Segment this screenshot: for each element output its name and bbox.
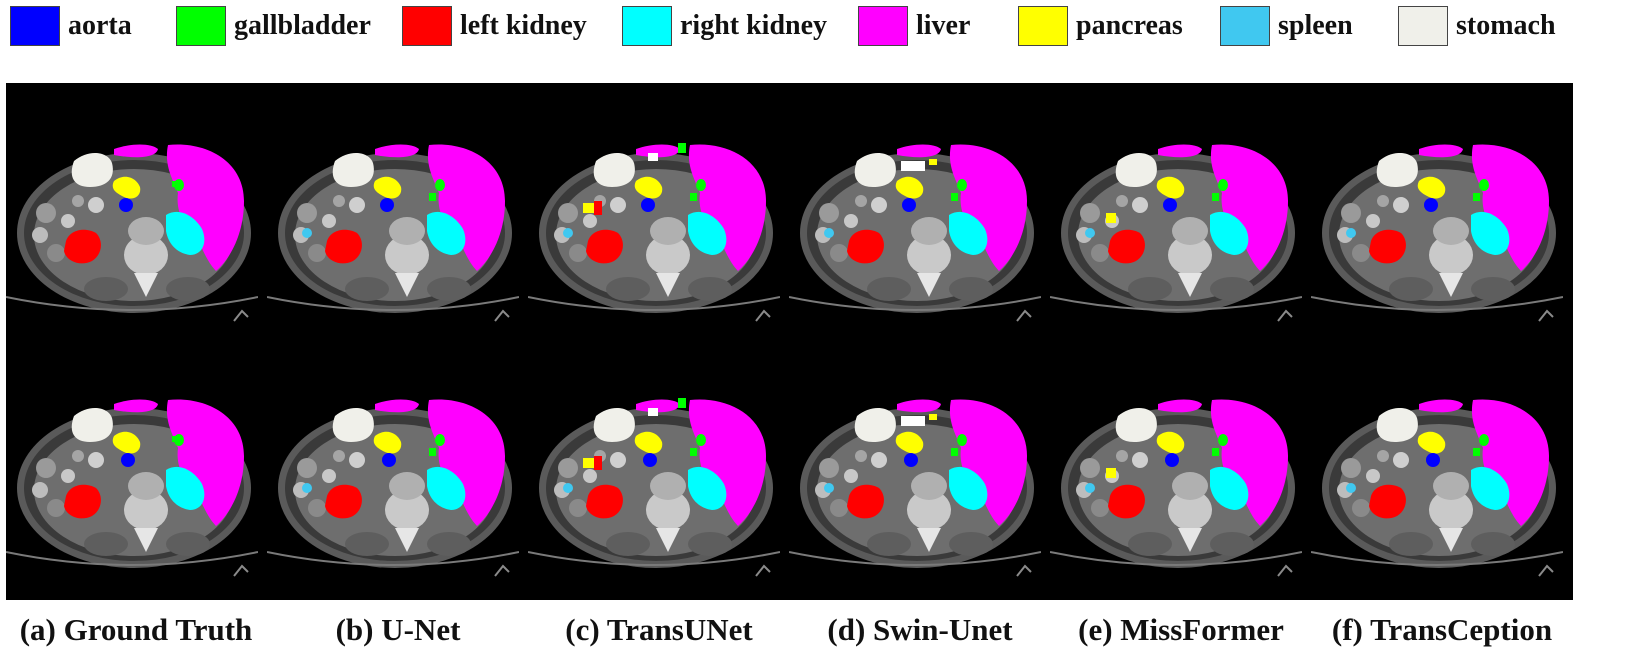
ct-slice-image <box>6 83 258 335</box>
ct-panel-row1-col1 <box>6 83 268 345</box>
ct-slice-image <box>528 338 780 590</box>
ct-slice-image <box>1050 83 1302 335</box>
ct-panel-row1-col4 <box>789 83 1051 345</box>
legend-swatch <box>622 6 672 46</box>
legend-swatch <box>10 6 60 46</box>
ct-panel-row1-col6 <box>1311 83 1573 345</box>
legend: aorta gallbladder left kidney right kidn… <box>0 0 1629 60</box>
legend-label: gallbladder <box>234 10 371 41</box>
caption-transception: (f) TransCeption <box>1331 612 1553 647</box>
legend-swatch <box>1398 6 1448 46</box>
ct-slice-image <box>789 83 1041 335</box>
ct-slice-image <box>267 83 519 335</box>
legend-swatch <box>858 6 908 46</box>
ct-slice-image <box>6 338 258 590</box>
legend-swatch <box>1018 6 1068 46</box>
ct-slice-image <box>267 338 519 590</box>
legend-item-right-kidney: right kidney <box>622 4 827 48</box>
legend-label: left kidney <box>460 10 587 41</box>
ct-panel-row2-col2 <box>267 338 529 600</box>
captions: (a) Ground Truth (b) U-Net (c) TransUNet… <box>0 612 1629 660</box>
ct-panel-row2-col3 <box>528 338 790 600</box>
legend-item-stomach: stomach <box>1398 4 1556 48</box>
legend-label: liver <box>916 10 971 41</box>
caption-swin-unet: (d) Swin-Unet <box>827 612 1013 647</box>
ct-panel-row1-col3 <box>528 83 790 345</box>
legend-item-left-kidney: left kidney <box>402 4 587 48</box>
ct-panel-row1-col5 <box>1050 83 1312 345</box>
ct-panel-row2-col6 <box>1311 338 1573 600</box>
caption-missformer: (e) MissFormer <box>1078 612 1284 647</box>
legend-label: spleen <box>1278 10 1353 41</box>
legend-label: stomach <box>1456 10 1556 41</box>
ct-slice-image <box>1311 83 1563 335</box>
legend-item-liver: liver <box>858 4 970 48</box>
legend-item-gallbladder: gallbladder <box>176 4 371 48</box>
caption-ground-truth: (a) Ground Truth <box>19 612 253 647</box>
legend-label: right kidney <box>680 10 828 41</box>
legend-swatch <box>402 6 452 46</box>
legend-label: pancreas <box>1076 10 1183 41</box>
ct-panel-row2-col1 <box>6 338 268 600</box>
legend-swatch <box>1220 6 1270 46</box>
legend-item-spleen: spleen <box>1220 4 1353 48</box>
ct-slice-image <box>1311 338 1563 590</box>
ct-panel-row2-col4 <box>789 338 1051 600</box>
caption-unet: (b) U-Net <box>335 612 461 647</box>
ct-slice-image <box>1050 338 1302 590</box>
caption-transunet: (c) TransUNet <box>565 612 753 647</box>
legend-swatch <box>176 6 226 46</box>
legend-label: aorta <box>68 10 132 41</box>
legend-item-aorta: aorta <box>10 4 132 48</box>
ct-slice-image <box>528 83 780 335</box>
legend-item-pancreas: pancreas <box>1018 4 1183 48</box>
ct-panel-row2-col5 <box>1050 338 1312 600</box>
ct-panel-row1-col2 <box>267 83 529 345</box>
ct-slice-image <box>789 338 1041 590</box>
